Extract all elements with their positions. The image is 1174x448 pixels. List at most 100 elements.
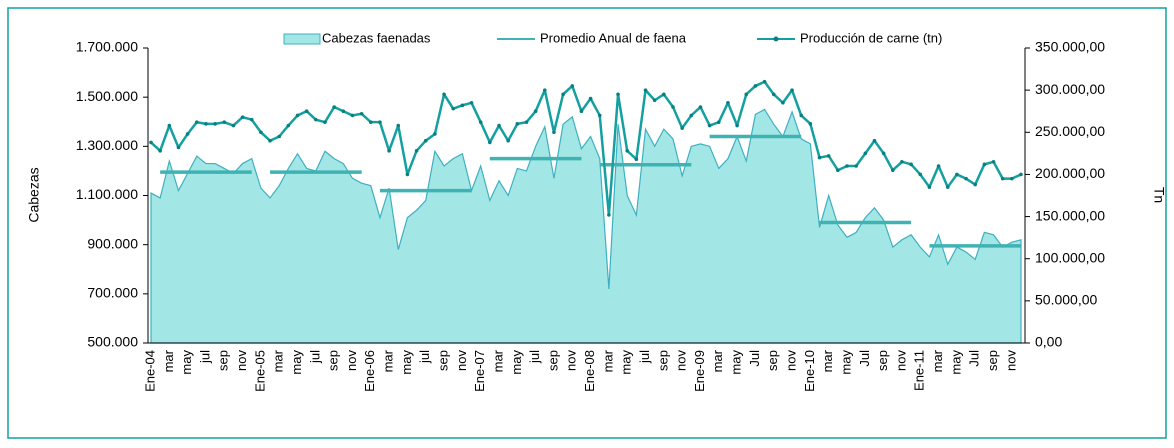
x-tick-label: Jul: [967, 350, 982, 367]
x-tick-label: Jul: [747, 350, 762, 367]
y2-tick-label: 100.000,00: [1035, 249, 1105, 265]
x-tick-label: Ene-05: [252, 350, 267, 392]
x-tick-label: jul: [417, 350, 432, 364]
marker: [176, 145, 181, 150]
marker: [588, 96, 593, 101]
marker: [607, 213, 611, 217]
y-tick-label: 1.100.000: [76, 186, 138, 202]
marker: [506, 138, 510, 143]
marker: [240, 115, 245, 119]
marker: [158, 149, 162, 153]
marker: [716, 120, 721, 124]
marker: [900, 159, 904, 164]
line: [150, 80, 1022, 217]
x-tick-label: Ene-04: [142, 350, 157, 392]
marker: [488, 140, 492, 145]
x-tick-label: Ene-09: [692, 350, 707, 392]
marker: [955, 172, 959, 177]
x-tick-label: may: [948, 350, 963, 375]
marker: [323, 120, 327, 124]
x-tick-label: jul: [637, 350, 652, 364]
marker: [680, 126, 684, 130]
x-tick-label: sep: [545, 350, 560, 371]
marker: [597, 113, 602, 118]
marker: [268, 138, 272, 143]
marker: [341, 109, 346, 114]
marker: [707, 123, 712, 128]
x-tick-label: mar: [381, 349, 396, 372]
marker: [497, 123, 501, 128]
x-tick-label: Ene-10: [802, 350, 817, 392]
marker: [909, 162, 913, 167]
marker: [332, 105, 336, 109]
marker: [698, 105, 703, 109]
marker: [561, 92, 565, 97]
marker: [1019, 172, 1023, 177]
legend-swatch: [283, 33, 321, 45]
marker: [414, 149, 419, 153]
x-tick-label: mar: [710, 349, 725, 372]
y-tick-label: 1.700.000: [76, 39, 138, 55]
marker: [451, 106, 456, 111]
marker: [295, 113, 300, 118]
x-tick-label: nov: [454, 350, 469, 371]
y-tick-label: 700.000: [87, 285, 138, 301]
marker: [259, 130, 263, 135]
marker: [314, 117, 318, 122]
x-tick-label: jul: [307, 350, 322, 364]
x-tick-label: may: [838, 350, 853, 375]
marker: [890, 168, 895, 173]
marker: [790, 88, 794, 92]
x-tick-label: may: [619, 350, 634, 375]
marker: [634, 157, 639, 162]
marker: [826, 154, 831, 158]
marker: [1010, 176, 1014, 181]
y-tick-label: 1.500.000: [76, 88, 138, 104]
y2-tick-label: 150.000,00: [1035, 207, 1105, 223]
x-tick-label: may: [729, 350, 744, 375]
x-tick-label: mar: [271, 349, 286, 372]
marker: [753, 84, 758, 88]
x-tick-label: nov: [783, 350, 798, 371]
marker: [213, 122, 217, 126]
y-tick-label: 900.000: [87, 235, 138, 251]
x-tick-label: nov: [1003, 350, 1018, 371]
marker: [616, 92, 620, 97]
x-tick-label: sep: [655, 350, 670, 371]
x-tick-label: mar: [600, 349, 615, 372]
y-tick-label: 500.000: [87, 334, 138, 350]
x-tick-label: jul: [527, 350, 542, 364]
marker: [991, 159, 996, 164]
marker: [469, 100, 474, 105]
x-tick-label: sep: [435, 350, 450, 371]
x-tick-label: mar: [820, 349, 835, 372]
marker: [726, 100, 730, 105]
marker: [845, 164, 849, 168]
y2-tick-label: 350.000,00: [1035, 39, 1105, 55]
area: [150, 108, 1022, 344]
x-tick-label: sep: [765, 350, 780, 371]
marker: [662, 92, 666, 97]
x-tick-label: mar: [930, 349, 945, 372]
marker: [771, 92, 776, 97]
marker: [781, 100, 785, 105]
x-tick-label: may: [509, 350, 524, 375]
marker: [368, 120, 373, 124]
marker: [1000, 176, 1005, 181]
marker: [167, 123, 172, 128]
marker: [478, 120, 483, 124]
marker: [863, 151, 868, 156]
y-axis-title: Cabezas: [26, 167, 42, 222]
marker: [652, 98, 657, 103]
x-tick-label: sep: [326, 350, 341, 371]
marker: [378, 120, 382, 124]
marker: [231, 123, 236, 128]
marker: [872, 138, 877, 143]
x-tick-label: mar: [490, 349, 505, 372]
marker: [936, 164, 941, 168]
y2-tick-label: 250.000,00: [1035, 123, 1105, 139]
marker: [854, 164, 858, 168]
marker: [359, 111, 364, 116]
legend-label: Producción de carne (tn): [800, 30, 942, 45]
marker: [918, 172, 923, 177]
